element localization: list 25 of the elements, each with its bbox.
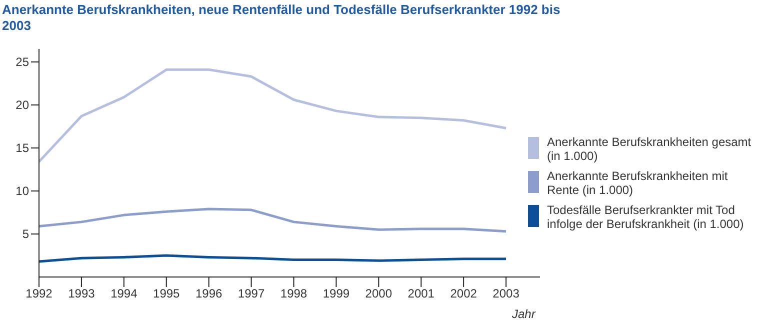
chart-title: Anerkannte Berufskrankheiten, neue Rentenfälle und Todesfälle Berufserkrankter 1992 bis 2003 bbox=[2, 2, 562, 34]
y-tick-label: 20 bbox=[16, 98, 30, 112]
x-tick-label: 1996 bbox=[195, 286, 222, 301]
line-series bbox=[39, 208, 508, 233]
legend-label: Anerkannte Berufskrankheiten gesamt (in 1.000) bbox=[547, 135, 752, 163]
line-series bbox=[39, 68, 508, 163]
x-axis-title: Jahr bbox=[512, 307, 536, 321]
x-tick-label: 1992 bbox=[26, 286, 53, 301]
line-series bbox=[39, 254, 508, 263]
x-tick-label: 1997 bbox=[238, 286, 265, 301]
x-tick-label: 2003 bbox=[492, 286, 520, 301]
x-tick-label: 1993 bbox=[68, 286, 96, 301]
legend-label: Anerkannte Berufskrankheiten mit Rente (in 1.000) bbox=[547, 169, 729, 197]
x-tick-label: 1998 bbox=[280, 286, 308, 301]
x-tick-label: 1995 bbox=[153, 286, 180, 301]
x-tick-label: 1999 bbox=[322, 286, 350, 301]
y-tick-label: 10 bbox=[16, 184, 30, 198]
legend-label: Todesfälle Berufserkrankter mit Tod infolge der Berufskrankheit (in 1.000) bbox=[547, 203, 745, 231]
x-tick-label: 2000 bbox=[365, 286, 392, 301]
x-tick-label: 2001 bbox=[408, 286, 435, 301]
x-tick-label: 1994 bbox=[110, 286, 138, 301]
y-tick-label: 5 bbox=[22, 227, 30, 242]
y-tick-label: 25 bbox=[16, 55, 30, 70]
x-tick-label: 2002 bbox=[450, 286, 478, 301]
y-tick-label: 15 bbox=[16, 141, 30, 156]
